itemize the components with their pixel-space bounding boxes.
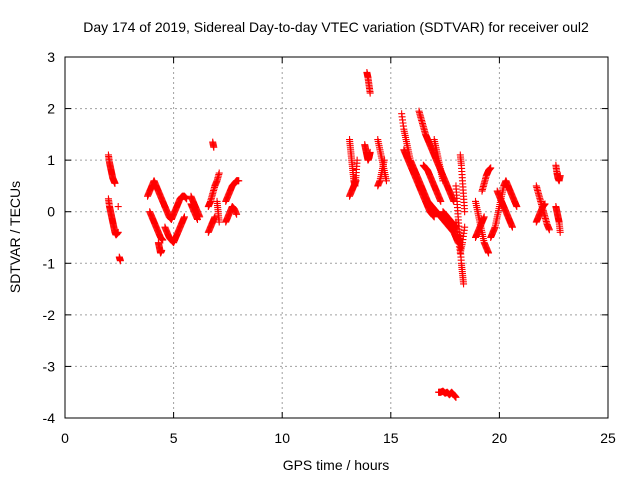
data-point bbox=[180, 213, 188, 221]
y-tick-label: -1 bbox=[43, 255, 56, 271]
data-point bbox=[114, 228, 122, 236]
data-point bbox=[158, 246, 166, 254]
data-point bbox=[114, 203, 122, 211]
data-point bbox=[366, 148, 374, 156]
data-point bbox=[430, 213, 438, 221]
y-tick-label: 1 bbox=[47, 152, 55, 168]
data-point bbox=[210, 143, 218, 151]
x-tick-label: 20 bbox=[492, 430, 508, 446]
y-tick-label: 0 bbox=[47, 204, 55, 220]
data-point bbox=[439, 177, 447, 185]
data-point bbox=[215, 218, 223, 226]
y-tick-label: -3 bbox=[43, 358, 56, 374]
data-point bbox=[111, 179, 119, 187]
data-point bbox=[556, 172, 564, 180]
data-point bbox=[487, 164, 495, 172]
data-point bbox=[461, 208, 469, 216]
data-point bbox=[235, 177, 243, 185]
x-tick-label: 25 bbox=[600, 430, 616, 446]
x-axis-label: GPS time / hours bbox=[283, 457, 390, 473]
data-point bbox=[382, 177, 390, 185]
chart-title: Day 174 of 2019, Sidereal Day-to-day VTE… bbox=[83, 19, 589, 35]
x-tick-label: 5 bbox=[170, 430, 178, 446]
data-point bbox=[460, 280, 468, 288]
plot-frame bbox=[64, 56, 609, 419]
data-point bbox=[437, 197, 445, 205]
data-point bbox=[545, 226, 553, 234]
x-tick-label: 0 bbox=[61, 430, 69, 446]
data-point bbox=[233, 210, 241, 218]
x-tick-label: 15 bbox=[383, 430, 399, 446]
x-tick-label: 10 bbox=[274, 430, 290, 446]
data-point bbox=[513, 203, 521, 211]
data-point bbox=[508, 223, 516, 231]
data-point bbox=[461, 223, 469, 231]
data-point bbox=[380, 156, 388, 164]
y-tick-label: -4 bbox=[43, 410, 56, 426]
data-point bbox=[480, 213, 488, 221]
grid-lines bbox=[65, 57, 608, 418]
data-point bbox=[352, 177, 360, 185]
data-point bbox=[116, 257, 124, 265]
data-points bbox=[104, 68, 564, 401]
y-tick-label: -2 bbox=[43, 307, 56, 323]
data-point bbox=[215, 169, 223, 177]
y-axis-label: SDTVAR / TECUs bbox=[7, 181, 23, 293]
data-point bbox=[556, 228, 564, 236]
y-tick-label: 3 bbox=[47, 49, 55, 65]
data-point bbox=[541, 200, 549, 208]
data-point bbox=[353, 156, 361, 164]
data-point bbox=[159, 236, 167, 244]
data-point bbox=[452, 393, 460, 401]
data-point bbox=[485, 249, 493, 257]
data-point bbox=[366, 89, 374, 97]
data-point bbox=[211, 213, 219, 221]
axis-ticks: 0 5 10 15 20 25 -4 -3 -2 -1 0 1 2 3 bbox=[43, 49, 616, 446]
data-point bbox=[193, 215, 201, 223]
y-tick-label: 2 bbox=[47, 101, 55, 117]
